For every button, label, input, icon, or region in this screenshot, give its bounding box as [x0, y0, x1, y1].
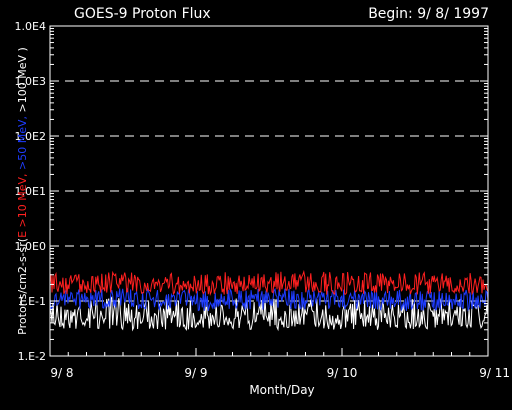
x-axis-label: Month/Day — [249, 383, 314, 397]
y-axis-label-100mev: >100 MeV — [16, 55, 29, 113]
y-axis: 1.E-2 1.E-1 1.0E0 1.0E1 1.0E2 1.0E3 1.0E4 — [15, 20, 488, 363]
y-axis-label-50mev: >50 MeV, — [16, 112, 29, 170]
series-line — [49, 269, 489, 297]
y-tick-label: 1.0E1 — [15, 185, 46, 198]
y-axis-label-10mev: E >10 MeV, — [16, 170, 29, 238]
y-tick-label: 1.E-1 — [18, 295, 46, 308]
chart-title: GOES-9 Proton Flux — [74, 6, 211, 22]
y-axis-label-prefix: Protons/cm2-s-sr( — [16, 238, 29, 335]
x-axis: 9/ 8 9/ 9 9/ 10 9/ 11 — [49, 348, 510, 380]
x-tick-label: 9/ 8 — [50, 366, 73, 380]
y-tick-label: 1.0E3 — [15, 75, 46, 88]
grid-lines — [50, 80, 488, 302]
series-line — [49, 296, 489, 332]
y-tick-label: 1.E-2 — [18, 350, 46, 363]
chart-subtitle: Begin: 9/ 8/ 1997 — [368, 6, 489, 22]
y-tick-label: 1.0E0 — [15, 240, 46, 253]
x-tick-label: 9/ 11 — [479, 366, 510, 380]
y-axis-label: Protons/cm2-s-sr(E >10 MeV, >50 MeV, >10… — [16, 47, 29, 335]
x-tick-label: 9/ 9 — [184, 366, 207, 380]
x-tick-label: 9/ 10 — [327, 366, 358, 380]
data-series — [49, 269, 489, 332]
series-line — [49, 287, 489, 312]
y-tick-label: 1.0E2 — [15, 130, 46, 143]
y-tick-label: 1.0E4 — [15, 20, 46, 33]
y-axis-label-suffix: ) — [16, 47, 29, 55]
